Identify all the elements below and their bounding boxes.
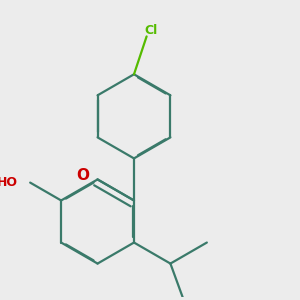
- Text: O: O: [76, 168, 89, 183]
- Text: Cl: Cl: [144, 24, 158, 37]
- Text: HO: HO: [0, 176, 18, 189]
